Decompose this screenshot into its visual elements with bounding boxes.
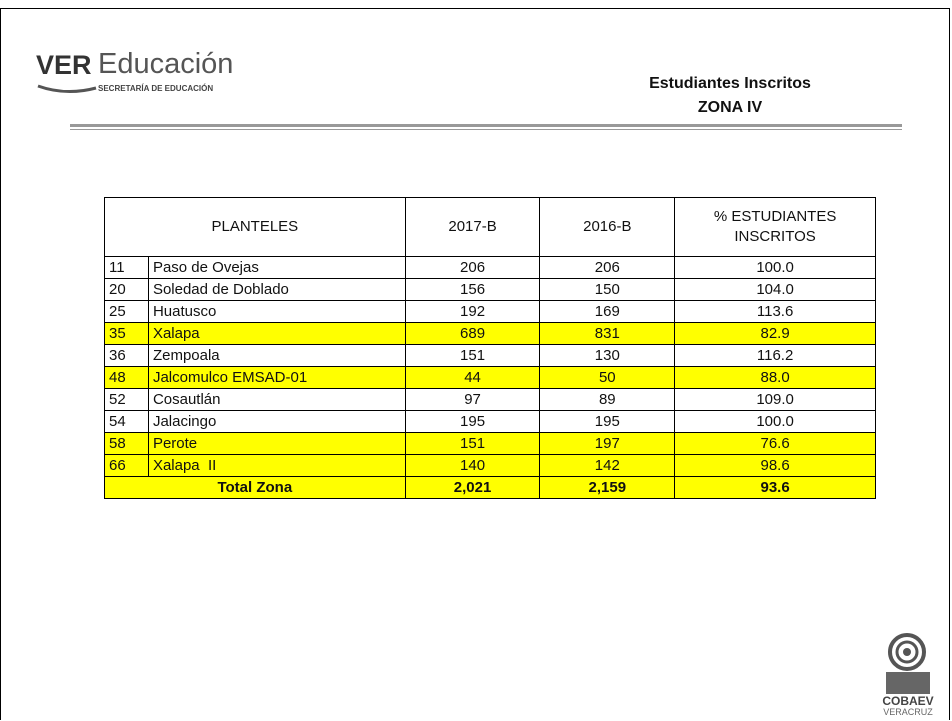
campus-number: 48 — [104, 366, 149, 389]
percent: 82.9 — [674, 322, 876, 345]
rule — [70, 129, 902, 130]
header-row: PLANTELES 2017-B 2016-B% ESTUDIANTES INSCR… — [104, 197, 876, 257]
title-block: Estudiantes Inscritos ZONA IV — [600, 72, 860, 120]
percent: 113.6 — [674, 300, 876, 323]
count-2017: 97 — [404, 388, 541, 411]
campus-number: 36 — [104, 344, 149, 367]
total-row: Total Zona 2,021 2,159 93.6 — [104, 476, 876, 499]
campus-number: 11 — [104, 256, 149, 279]
count-2016: 89 — [539, 388, 676, 411]
campus-name: Perote — [147, 432, 406, 455]
logo-sub: SECRETARÍA DE EDUCACIÓN — [98, 84, 214, 93]
cobaev-logo: COBAEV VERACRUZ — [882, 633, 934, 717]
campus-number: 52 — [104, 388, 149, 411]
count-2017: 151 — [404, 432, 541, 455]
cobaev-sub: VERACRUZ — [883, 707, 933, 717]
table-row: 52 Cosautlán 97 89 109.0 — [104, 388, 876, 411]
campus-number: 66 — [104, 454, 149, 477]
count-2016: 130 — [539, 344, 676, 367]
table-row: 25 Huatusco 192 169 113.6 — [104, 300, 876, 323]
table-row: 54 Jalacingo 195 195 100.0 — [104, 410, 876, 433]
logo-ver: VER — [36, 50, 92, 80]
cobaev-text: COBAEV — [882, 694, 933, 708]
count-2016: 142 — [539, 454, 676, 477]
total-2017: 2,021 — [404, 476, 541, 499]
table-row: 36 Zempoala 151 130 116.2 — [104, 344, 876, 367]
logo-word: Educación — [98, 48, 234, 80]
campus-name: Soledad de Doblado — [147, 278, 406, 301]
table-row: 11 Paso de Ovejas 206 206 100.0 — [104, 256, 876, 279]
table-row: 20 Soledad de Doblado 156 150 104.0 — [104, 278, 876, 301]
table-row: 35 Xalapa 689 831 82.9 — [104, 322, 876, 345]
count-2016: 169 — [539, 300, 676, 323]
rule — [70, 124, 902, 127]
count-2017: 44 — [404, 366, 541, 389]
count-2016: 50 — [539, 366, 676, 389]
campus-name: Xalapa II — [147, 454, 406, 477]
title: Estudiantes Inscritos — [649, 75, 811, 92]
percent: 98.6 — [674, 454, 876, 477]
count-2017: 206 — [404, 256, 541, 279]
campus-name: Jalacingo — [147, 410, 406, 433]
header-cell: 2017-B — [404, 197, 541, 257]
percent: 109.0 — [674, 388, 876, 411]
campus-number: 54 — [104, 410, 149, 433]
campus-name: Huatusco — [147, 300, 406, 323]
campus-number: 20 — [104, 278, 149, 301]
percent: 100.0 — [674, 410, 876, 433]
campus-name: Zempoala — [147, 344, 406, 367]
table-row: 48 Jalcomulco EMSAD-01 44 50 88.0 — [104, 366, 876, 389]
percent: 104.0 — [674, 278, 876, 301]
total-2016: 2,159 — [539, 476, 676, 499]
count-2017: 192 — [404, 300, 541, 323]
campus-name: Xalapa — [147, 322, 406, 345]
campus-name: Cosautlán — [147, 388, 406, 411]
count-2017: 195 — [404, 410, 541, 433]
header-cell: % ESTUDIANTES INSCRITOS — [674, 197, 876, 257]
count-2017: 140 — [404, 454, 541, 477]
percent: 100.0 — [674, 256, 876, 279]
count-2017: 151 — [404, 344, 541, 367]
campus-name: Paso de Ovejas — [147, 256, 406, 279]
header-cell: 2016-B — [539, 197, 676, 257]
total-percent: 93.6 — [674, 476, 876, 499]
count-2016: 195 — [539, 410, 676, 433]
total-label: Total Zona — [104, 476, 406, 499]
table-row: 58 Perote 151 197 76.6 — [104, 432, 876, 455]
campus-number: 58 — [104, 432, 149, 455]
header-cell: PLANTELES — [104, 197, 406, 257]
percent: 88.0 — [674, 366, 876, 389]
count-2017: 689 — [404, 322, 541, 345]
count-2017: 156 — [404, 278, 541, 301]
count-2016: 831 — [539, 322, 676, 345]
campus-number: 25 — [104, 300, 149, 323]
table: PLANTELES 2017-B 2016-B% ESTUDIANTES INSCR… — [104, 197, 876, 499]
logo-swoosh — [37, 84, 97, 93]
campus-number: 35 — [104, 322, 149, 345]
count-2016: 206 — [539, 256, 676, 279]
count-2016: 150 — [539, 278, 676, 301]
count-2016: 197 — [539, 432, 676, 455]
table-row: 66 Xalapa II 140 142 98.6 — [104, 454, 876, 477]
percent: 116.2 — [674, 344, 876, 367]
subtitle: ZONA IV — [697, 99, 763, 116]
percent: 76.6 — [674, 432, 876, 455]
slide-frame — [0, 8, 950, 720]
campus-name: Jalcomulco EMSAD-01 — [147, 366, 406, 389]
